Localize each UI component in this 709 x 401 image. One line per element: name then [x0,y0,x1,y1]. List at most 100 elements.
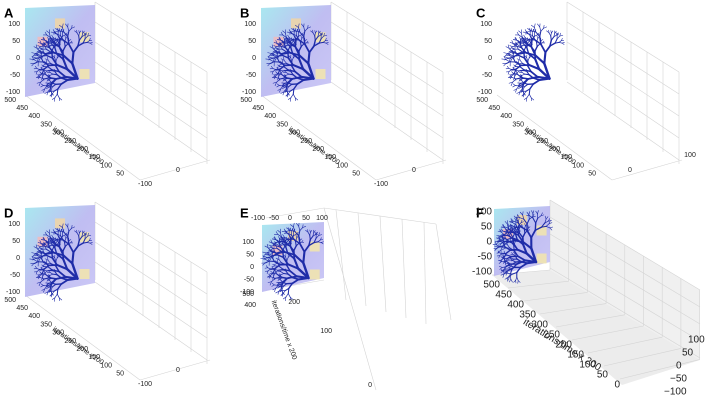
dendrite [271,65,273,69]
dendrite [521,93,525,97]
dendrite [289,51,301,57]
dendrite [537,215,542,219]
dendrite [501,241,506,243]
dendrite [79,230,82,234]
dendrite [50,44,56,46]
dendrite [503,63,507,67]
dendrite [43,70,48,74]
dendrite [510,81,513,87]
dendrite [48,47,55,54]
dendrite [54,297,56,302]
dendrite [274,47,279,50]
dendrite [58,30,65,33]
box-grid [94,1,208,73]
dendrite [507,52,510,56]
dendrite [267,52,272,54]
dendrite [298,230,301,237]
y-tick-label: 350 [512,121,524,128]
dendrite [68,43,75,54]
z-tick-label: 50 [484,38,492,45]
dendrite [502,273,505,278]
dendrite [309,232,311,236]
dendrite [290,93,294,99]
dendrite [288,29,291,33]
dendrite [503,241,506,245]
dendrite [33,46,38,49]
box-grid [94,241,208,317]
dendrite [274,269,279,274]
dendrite [45,252,55,255]
dendrite [62,39,70,45]
dendrite [270,251,278,255]
dendrite [50,62,57,67]
x-tick-label: −100 [664,387,687,398]
dendrite [516,31,520,36]
dendrite [58,45,65,57]
dendrite [280,240,285,242]
dendrite [298,45,302,53]
dendrite [504,57,509,61]
dendrite [549,227,553,231]
dendrite [287,69,296,73]
dendrite [53,37,58,40]
box-grid [375,159,447,181]
dendrite [48,78,53,80]
box-grid [611,159,683,181]
dendrite [286,86,289,91]
dendrite [510,218,514,222]
dendrite [523,228,526,234]
dendrite [499,237,503,242]
y-tick-label: 100 [320,328,332,335]
dendrite [49,232,51,238]
dendrite [274,261,278,264]
dendrite [52,270,56,273]
dendrite [82,41,88,44]
dendrite [559,34,564,37]
dendrite [281,281,284,286]
dendrite [54,30,60,33]
dendrite [290,71,294,76]
dendrite [49,32,51,38]
dendrite [58,70,67,78]
dendrite [67,226,70,232]
dendrite [304,43,311,54]
dendrite [84,32,87,36]
dendrite [266,270,269,274]
x-tick-label: -100 [374,181,388,188]
dendrite [293,253,305,264]
dendrite [267,63,271,67]
x-tick-label: 0 [628,167,632,174]
dendrite [318,30,321,34]
top-tick-label: -100 [251,215,265,222]
dendrite [507,230,510,237]
dendrite [271,277,276,282]
dendrite [42,269,48,272]
dendrite [60,79,69,85]
dendrite [535,31,541,38]
dendrite [532,217,537,224]
dendrite [36,69,40,72]
dendrite [525,88,531,92]
dendrite [39,250,44,253]
dendrite [46,78,49,80]
dendrite [517,214,520,218]
image-patch [79,69,90,79]
dendrite [52,241,61,248]
dendrite [283,56,285,61]
dendrite [42,249,44,253]
dendrite [518,91,521,96]
dendrite [277,233,282,238]
dendrite [495,241,499,245]
dendrite [286,62,293,67]
dendrite [67,26,70,32]
dendrite [81,233,84,238]
dendrite [83,32,86,36]
dendrite [276,45,281,48]
dendrite [288,41,297,48]
box-grid [423,221,427,325]
dendrite [49,41,54,43]
dendrite [508,48,513,53]
dendrite [312,234,316,237]
dendrite [274,241,280,244]
dendrite [38,54,43,57]
